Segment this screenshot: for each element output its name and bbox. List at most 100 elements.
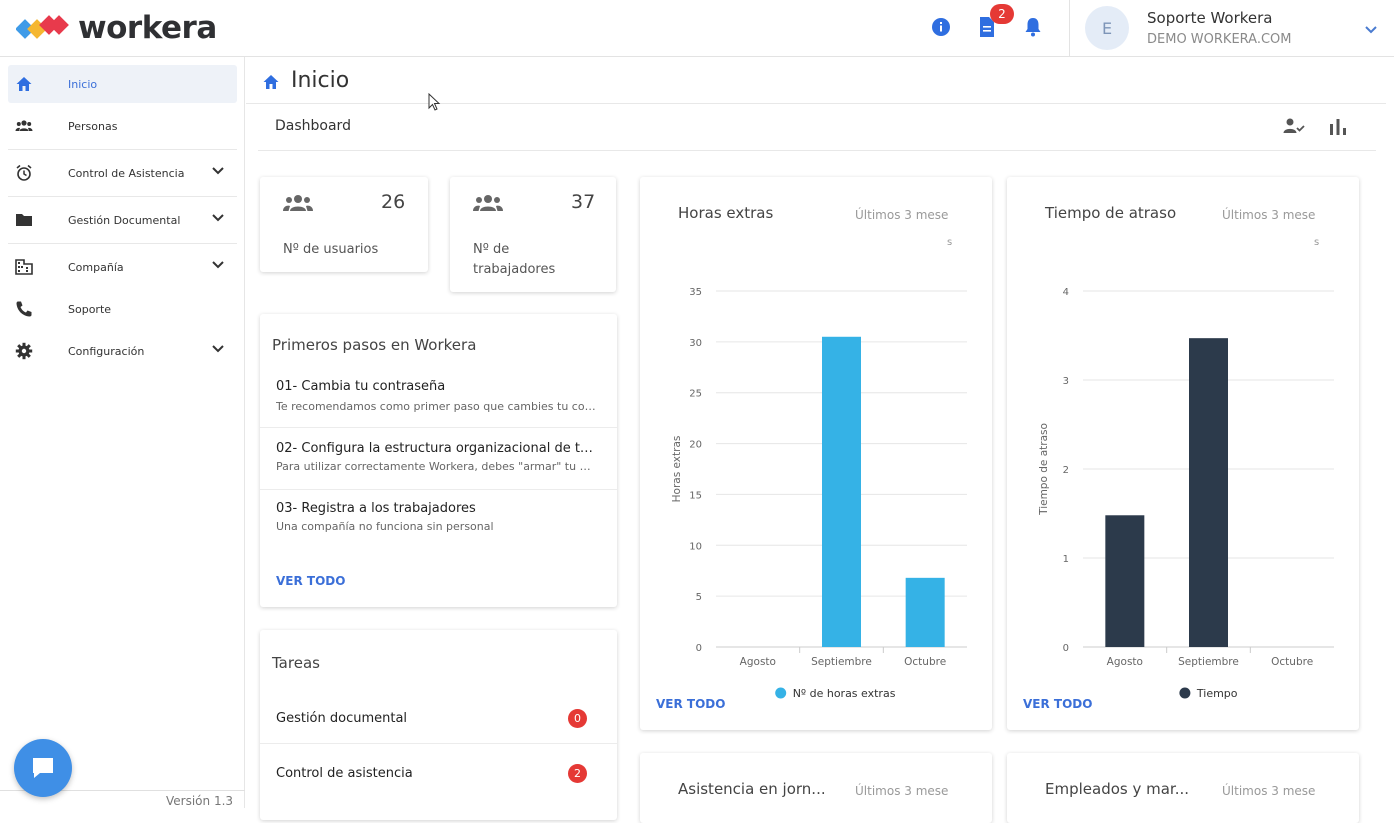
folder-icon (16, 214, 32, 226)
chart-title: Horas extras (678, 204, 774, 222)
sidebar-item-compania[interactable]: Compañía (8, 248, 237, 286)
sidebar: Inicio Personas Control de Asistencia Ge… (0, 57, 245, 808)
y-tick-label: 5 (696, 592, 702, 603)
task-row[interactable]: Gestión documental 0 (260, 690, 617, 742)
chevron-down-icon (212, 214, 224, 222)
y-tick-label: 3 (1063, 376, 1069, 387)
people-icon (15, 120, 33, 131)
sidebar-item-label: Gestión Documental (68, 213, 181, 227)
logo-mark-icon (16, 15, 69, 39)
chart-subtitle: Últimos 3 mese (855, 208, 949, 222)
task-label: Control de asistencia (276, 766, 413, 781)
x-tick-label: Agosto (740, 656, 776, 668)
step-title: 01- Cambia tu contraseña (276, 379, 446, 394)
documents-button[interactable] (976, 16, 998, 38)
sidebar-item-label: Soporte (68, 302, 112, 316)
header-divider (1069, 0, 1070, 57)
sidebar-item-configuracion[interactable]: Configuración (8, 332, 237, 370)
stat-card-usuarios[interactable]: 26 Nº de usuarios (260, 177, 428, 272)
stat-value: 37 (571, 191, 596, 213)
x-tick-label: Septiembre (1178, 656, 1239, 668)
user-check-button[interactable] (1283, 117, 1305, 139)
bar (822, 336, 861, 647)
task-row[interactable]: Control de asistencia 2 (260, 744, 617, 804)
chevron-down-icon (1365, 26, 1377, 34)
sidebar-item-gestion-documental[interactable]: Gestión Documental (8, 201, 237, 239)
legend-marker (1179, 687, 1191, 699)
chat-button[interactable] (14, 739, 72, 797)
employees-card: Empleados y mar... Últimos 3 mese (1007, 753, 1359, 823)
workera-logo[interactable]: workera (16, 8, 217, 48)
list-item[interactable]: 02- Configura la estructura organizacion… (260, 427, 617, 489)
divider (8, 149, 237, 150)
info-icon (932, 18, 950, 36)
card-subtitle: Últimos 3 mese (855, 784, 949, 798)
task-label: Gestión documental (276, 711, 408, 726)
sidebar-item-personas[interactable]: Personas (8, 107, 237, 145)
info-button[interactable] (930, 16, 952, 38)
chevron-down-icon (212, 261, 224, 269)
sidebar-item-inicio[interactable]: Inicio (8, 65, 237, 103)
user-company: DEMO WORKERA.COM (1147, 32, 1292, 47)
x-tick-label: Agosto (1107, 656, 1143, 668)
user-menu-toggle[interactable] (1364, 20, 1378, 39)
delay-chart-card: Tiempo de atraso Últimos 3 mese s 0 1 2 3 4 A… (1007, 177, 1359, 730)
y-tick-label: 4 (1063, 287, 1069, 298)
legend-marker (775, 687, 787, 699)
step-title: 03- Registra a los trabajadores (276, 501, 476, 516)
first-steps-card: Primeros pasos en Workera 01- Cambia tu … (260, 314, 617, 607)
y-tick-label: 30 (689, 338, 702, 349)
card-title: Empleados y mar... (1045, 780, 1190, 798)
logo-text: workera (78, 10, 217, 46)
stat-label: Nº de usuarios (283, 242, 379, 257)
legend-label: Tiempo (1196, 687, 1238, 700)
home-icon (263, 75, 279, 89)
y-tick-label: 35 (689, 287, 702, 298)
chat-bubble-icon (33, 758, 53, 778)
sidebar-item-control-asistencia[interactable]: Control de Asistencia (8, 154, 237, 192)
chart-subtitle-tail: s (1314, 237, 1320, 248)
sidebar-item-soporte[interactable]: Soporte (8, 290, 237, 328)
divider (8, 243, 237, 244)
card-title: Primeros pasos en Workera (272, 336, 477, 354)
stat-value: 26 (381, 191, 406, 213)
home-icon (16, 77, 32, 91)
bar-chart-button[interactable] (1328, 117, 1348, 141)
notifications-button[interactable] (1022, 16, 1044, 38)
x-tick-label: Septiembre (811, 656, 872, 668)
gear-icon (15, 342, 33, 360)
card-title: Asistencia en jorn... (678, 780, 826, 798)
divider (258, 150, 1376, 151)
delay-bar-chart: 0 1 2 3 4 Agosto Septiembre Octubre Tiempo de at… (1038, 287, 1334, 700)
divider (260, 489, 617, 490)
step-desc: Para utilizar correctamente Workera, deb… (276, 460, 596, 473)
y-tick-label: 2 (1063, 465, 1069, 476)
card-title: Tareas (272, 654, 320, 672)
y-axis-label: Tiempo de atraso (1038, 423, 1050, 516)
version-label: Versión 1.3 (166, 794, 234, 808)
y-tick-label: 25 (689, 389, 702, 400)
avatar[interactable]: E (1085, 6, 1129, 50)
list-item[interactable]: 01- Cambia tu contraseña Te recomendamos… (260, 369, 617, 427)
people-icon (283, 195, 313, 211)
mouse-cursor-icon (428, 93, 441, 111)
user-check-icon (1283, 118, 1305, 133)
divider (8, 196, 237, 197)
view-all-link[interactable]: VER TODO (656, 697, 726, 711)
view-all-link[interactable]: VER TODO (1023, 697, 1093, 711)
chevron-down-icon (212, 167, 224, 175)
overtime-chart-card: Horas extras Últimos 3 mese s 0 5 10 15 20 25… (640, 177, 992, 730)
phone-icon (16, 301, 32, 317)
card-subtitle: Últimos 3 mese (1222, 784, 1316, 798)
y-tick-label: 0 (696, 643, 702, 654)
divider (260, 743, 617, 744)
user-name: Soporte Workera (1147, 9, 1273, 27)
stat-label: Nº de trabajadores (473, 242, 556, 277)
list-item[interactable]: 03- Registra a los trabajadores Una comp… (260, 489, 617, 547)
chart-subtitle: Últimos 3 mese (1222, 208, 1316, 222)
view-all-link[interactable]: VER TODO (276, 574, 346, 588)
document-icon (980, 17, 994, 37)
stat-card-trabajadores[interactable]: 37 Nº de trabajadores (450, 177, 616, 292)
x-tick-label: Octubre (904, 656, 946, 668)
y-tick-label: 15 (689, 490, 702, 501)
